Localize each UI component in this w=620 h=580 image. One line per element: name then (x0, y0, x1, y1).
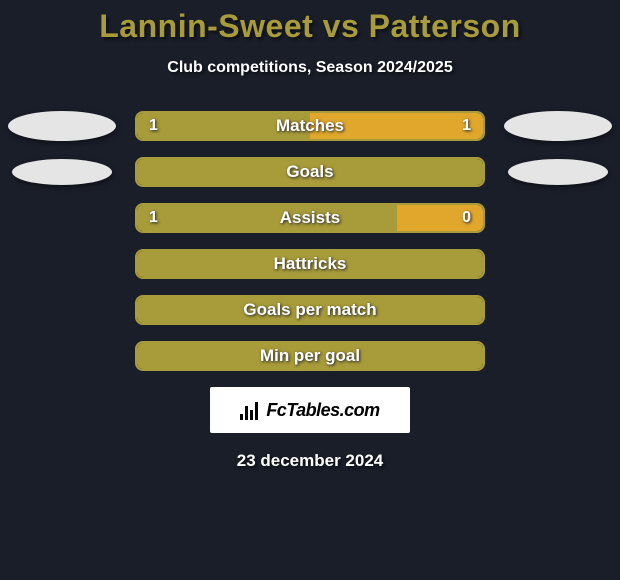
chart-container: Lannin-Sweet vs Patterson Club competiti… (0, 0, 620, 471)
stat-bar: Goals (135, 157, 485, 187)
player-ellipse-left (12, 159, 112, 185)
stat-row: Min per goal (0, 341, 620, 371)
bar-label: Min per goal (137, 343, 483, 369)
stat-row: Goals per match (0, 295, 620, 325)
logo-box: FcTables.com (210, 387, 410, 433)
stat-row: Hattricks (0, 249, 620, 279)
page-title: Lannin-Sweet vs Patterson (0, 8, 620, 45)
ellipse-col-right (503, 159, 613, 185)
bar-value-right: 1 (450, 113, 483, 139)
stat-row: Assists1 0 (0, 203, 620, 233)
bar-value-right: 0 (450, 205, 483, 231)
stat-row: Goals (0, 157, 620, 187)
bars-block: Matches11GoalsAssists10HattricksGoals pe… (0, 111, 620, 371)
bar-label: Assists (137, 205, 483, 231)
ellipse-col-left (7, 159, 117, 185)
stat-bar: Min per goal (135, 341, 485, 371)
player-ellipse-right (508, 159, 608, 185)
date-text: 23 december 2024 (0, 451, 620, 471)
bar-label: Goals per match (137, 297, 483, 323)
player-ellipse-right (504, 111, 612, 141)
subtitle: Club competitions, Season 2024/2025 (0, 59, 620, 77)
stat-bar: Goals per match (135, 295, 485, 325)
bar-label: Hattricks (137, 251, 483, 277)
bar-label: Goals (137, 159, 483, 185)
logo-text: FcTables.com (266, 400, 379, 421)
ellipse-col-right (503, 111, 613, 141)
ellipse-col-left (7, 111, 117, 141)
player-ellipse-left (8, 111, 116, 141)
stat-row: Matches1 1 (0, 111, 620, 141)
bar-value-left: 1 (137, 205, 170, 231)
stat-bar: Hattricks (135, 249, 485, 279)
bar-label: Matches (137, 113, 483, 139)
bars-icon (240, 400, 260, 420)
bar-value-left: 1 (137, 113, 170, 139)
stat-bar: Matches1 1 (135, 111, 485, 141)
stat-bar: Assists1 0 (135, 203, 485, 233)
